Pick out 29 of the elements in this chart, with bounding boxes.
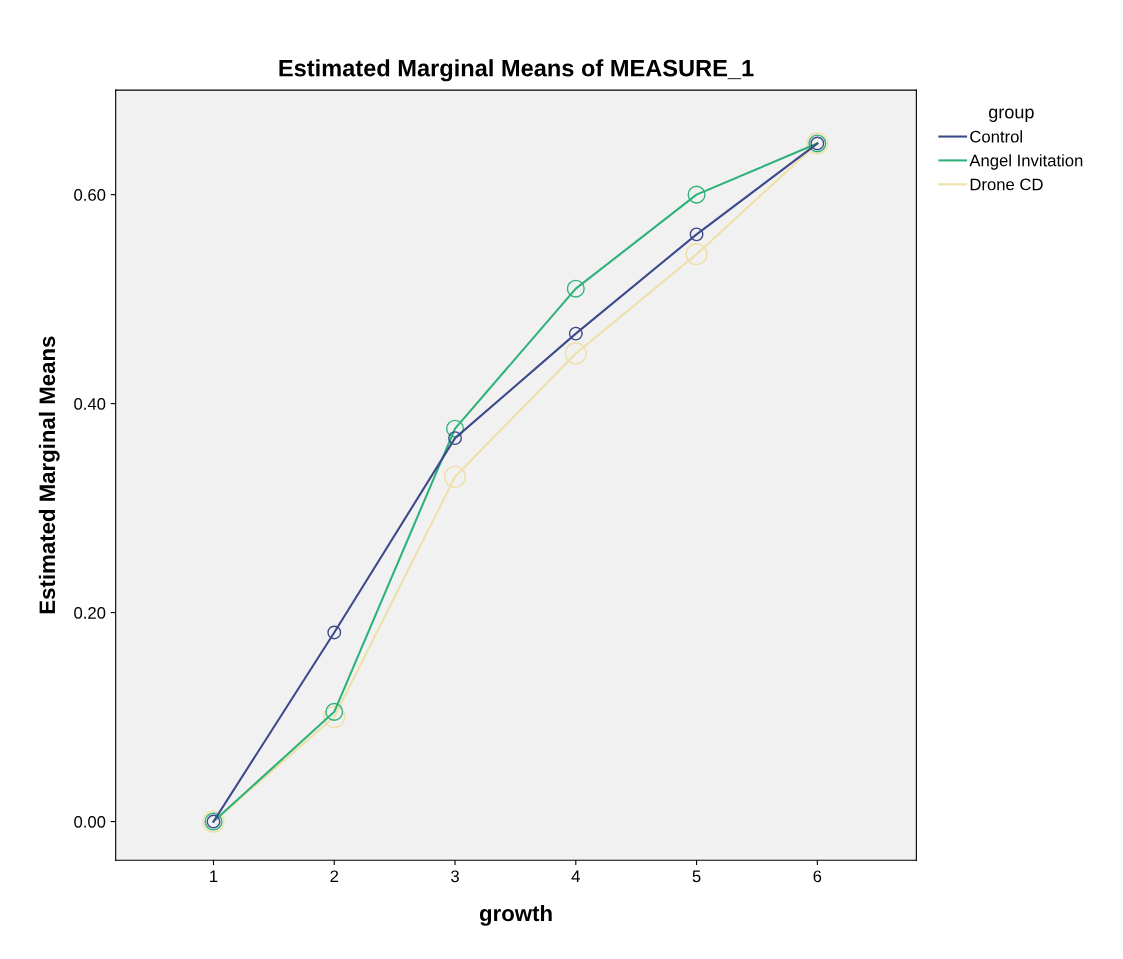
x-tick-label: 4	[571, 870, 580, 883]
x-tick-label: 6	[813, 870, 822, 883]
point	[443, 465, 467, 488]
y-tick-label: 0.60	[74, 189, 106, 201]
legend-title: group	[989, 108, 1034, 122]
y-tick-label: 0.40	[74, 398, 106, 410]
point	[564, 342, 587, 365]
legend-label: Drone CD	[970, 178, 1043, 191]
x-tick-label: 2	[330, 870, 339, 883]
x-tick-label: 1	[210, 870, 218, 883]
point	[448, 431, 462, 446]
legend-label: Angel Invitation	[969, 154, 1083, 170]
x-tick-label: 5	[692, 870, 701, 883]
legend-label: Control	[970, 130, 1022, 143]
x-tick-label: 3	[451, 870, 459, 883]
point	[327, 625, 342, 640]
y-tick-label: 0.20	[74, 606, 106, 619]
y-axis-title: Estimated Marginal Means	[38, 336, 60, 614]
point	[685, 243, 708, 266]
point	[566, 279, 585, 298]
point	[323, 705, 346, 729]
point	[687, 185, 706, 204]
point	[446, 419, 465, 438]
y-tick-label: 0.00	[74, 815, 106, 828]
point	[325, 702, 344, 721]
x-axis-title: growth	[479, 904, 552, 926]
chart-title: Estimated Marginal Means of MEASURE_1	[279, 59, 754, 82]
point	[568, 326, 583, 341]
point	[689, 227, 704, 242]
